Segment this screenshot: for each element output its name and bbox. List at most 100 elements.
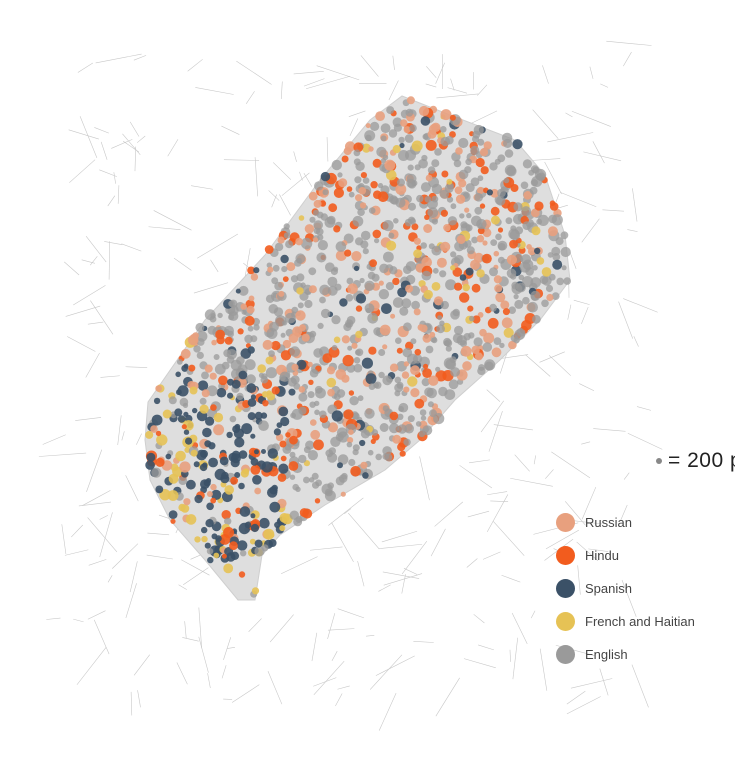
- dot-russian: [395, 183, 407, 195]
- dot-spanish: [381, 303, 392, 314]
- dot-russian: [307, 361, 313, 367]
- dot-russian: [421, 256, 433, 268]
- street-line: [514, 454, 530, 472]
- dot-english: [206, 548, 214, 555]
- street-line: [544, 161, 562, 195]
- dot-english: [470, 177, 480, 187]
- dot-english: [404, 423, 415, 434]
- dot-english: [244, 334, 253, 344]
- dot-english: [445, 279, 457, 291]
- dot-english: [436, 324, 445, 334]
- dot-spanish: [239, 506, 251, 517]
- dot-russian: [347, 283, 358, 295]
- dot-english: [522, 221, 532, 231]
- circle-swatch-icon: [556, 645, 575, 664]
- dot-english: [353, 357, 361, 364]
- dot-french-and-haitian: [268, 532, 275, 538]
- dot-russian: [351, 251, 362, 262]
- dot-english: [319, 284, 330, 296]
- street-line: [632, 188, 638, 222]
- dot-english: [348, 458, 356, 467]
- dot-russian: [494, 284, 503, 293]
- street-line: [490, 500, 509, 502]
- dot-english: [352, 444, 360, 452]
- dot-hindu: [277, 473, 287, 482]
- dot-english: [439, 189, 449, 199]
- dot-english: [510, 334, 519, 342]
- dot-english: [226, 356, 235, 364]
- street-line: [623, 51, 632, 67]
- dot-spanish: [250, 458, 259, 466]
- street-line: [482, 551, 501, 560]
- dot-russian: [179, 461, 191, 473]
- dot-english: [354, 176, 362, 184]
- dot-english: [209, 315, 217, 323]
- dot-english: [334, 283, 342, 291]
- dot-english: [385, 282, 394, 291]
- street-line: [344, 508, 352, 515]
- dot-hindu: [221, 510, 231, 520]
- dot-russian: [422, 334, 432, 343]
- dot-hindu: [475, 157, 485, 168]
- street-line: [542, 65, 549, 84]
- dot-english: [407, 415, 415, 423]
- dot-hindu: [497, 227, 504, 233]
- dot-english: [505, 217, 513, 225]
- dot-english: [247, 325, 254, 332]
- dot-spanish: [181, 364, 189, 372]
- dot-english: [521, 206, 532, 217]
- dot-spanish: [337, 462, 343, 469]
- street-line: [381, 530, 418, 543]
- dot-english: [336, 427, 348, 438]
- dot-hindu: [369, 259, 377, 268]
- street-line: [226, 647, 236, 649]
- dot-english: [217, 312, 223, 319]
- dot-english: [388, 129, 398, 138]
- dot-spanish: [206, 502, 214, 511]
- dot-english: [537, 214, 549, 226]
- dot-spanish: [199, 463, 208, 472]
- dot-english: [513, 202, 523, 212]
- dot-spanish: [296, 359, 307, 370]
- street-line: [269, 614, 294, 643]
- dot-english: [314, 181, 324, 191]
- dot-english: [307, 450, 318, 461]
- dot-french-and-haitian: [167, 490, 179, 501]
- dot-english: [223, 349, 232, 358]
- street-line: [570, 678, 613, 689]
- dot-english: [474, 206, 483, 215]
- dot-hindu: [282, 276, 289, 282]
- street-line: [87, 517, 118, 553]
- dot-russian: [433, 296, 444, 306]
- dot-russian: [500, 300, 510, 310]
- dot-french-and-haitian: [162, 409, 172, 419]
- dot-english: [265, 294, 275, 303]
- dot-french-and-haitian: [223, 563, 234, 574]
- street-line: [280, 81, 283, 100]
- dot-english: [168, 396, 177, 405]
- street-line: [539, 648, 548, 691]
- dot-spanish: [512, 139, 523, 150]
- street-line: [509, 649, 511, 662]
- dot-english: [407, 164, 414, 171]
- dot-english: [443, 337, 452, 347]
- dot-russian: [262, 339, 273, 350]
- dot-spanish: [252, 475, 262, 485]
- street-line: [369, 654, 403, 690]
- dot-spanish: [216, 387, 227, 398]
- street-line: [89, 256, 98, 266]
- dot-russian: [440, 109, 452, 121]
- dot-english: [360, 429, 370, 439]
- dot-english: [465, 158, 472, 166]
- street-line: [486, 494, 509, 533]
- dot-russian: [327, 388, 335, 397]
- dot-english: [241, 309, 247, 315]
- street-line: [182, 637, 199, 642]
- street-line: [588, 548, 609, 552]
- dot-english: [283, 232, 291, 239]
- dot-english: [201, 371, 209, 380]
- dot-english: [477, 138, 485, 146]
- dot-hindu: [422, 368, 432, 378]
- dot-hindu: [355, 305, 363, 312]
- dot-english: [504, 149, 514, 158]
